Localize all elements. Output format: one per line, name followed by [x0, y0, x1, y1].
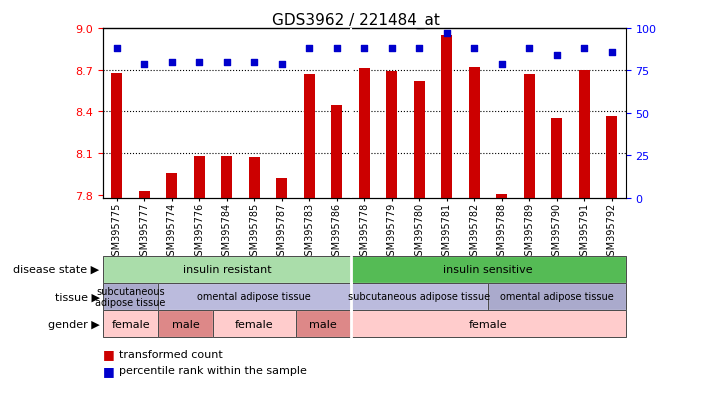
Point [304, 46, 315, 52]
Point [166, 59, 178, 66]
Point [551, 53, 562, 59]
Bar [386, 72, 397, 198]
Text: transformed count: transformed count [119, 349, 223, 359]
Text: omental adipose tissue: omental adipose tissue [500, 292, 614, 302]
Bar [221, 157, 232, 198]
Point [606, 49, 618, 56]
Text: subcutaneous adipose tissue: subcutaneous adipose tissue [348, 292, 491, 302]
Text: female: female [235, 319, 274, 329]
Bar [359, 69, 370, 198]
Point [139, 61, 150, 68]
Text: omental adipose tissue: omental adipose tissue [198, 292, 311, 302]
Point [276, 61, 287, 68]
Text: tissue ▶: tissue ▶ [55, 292, 100, 302]
Bar [194, 157, 205, 198]
Bar [414, 82, 425, 198]
Bar [331, 105, 343, 198]
Bar [442, 36, 452, 198]
Bar [277, 179, 287, 198]
Text: ■: ■ [103, 364, 115, 377]
Point [442, 31, 453, 37]
Bar [524, 75, 535, 198]
Point [111, 46, 122, 52]
Text: male: male [309, 319, 337, 329]
Text: GDS3962 / 221484_at: GDS3962 / 221484_at [272, 12, 439, 28]
Text: female: female [469, 319, 508, 329]
Point [221, 59, 232, 66]
Text: gender ▶: gender ▶ [48, 319, 100, 329]
Bar [166, 173, 177, 198]
Bar [304, 75, 315, 198]
Point [193, 59, 205, 66]
Point [524, 46, 535, 52]
Text: insulin sensitive: insulin sensitive [444, 264, 533, 275]
Text: male: male [172, 319, 200, 329]
Bar [552, 119, 562, 198]
Point [579, 46, 590, 52]
Point [358, 46, 370, 52]
Text: subcutaneous
adipose tissue: subcutaneous adipose tissue [95, 286, 166, 308]
Bar [249, 158, 260, 198]
Bar [496, 194, 508, 198]
Bar [606, 116, 617, 198]
Point [496, 61, 508, 68]
Point [386, 46, 397, 52]
Text: female: female [112, 319, 150, 329]
Text: disease state ▶: disease state ▶ [14, 264, 100, 275]
Text: ■: ■ [103, 347, 115, 361]
Text: percentile rank within the sample: percentile rank within the sample [119, 366, 306, 375]
Point [414, 46, 425, 52]
Bar [469, 68, 480, 198]
Text: insulin resistant: insulin resistant [183, 264, 271, 275]
Point [249, 59, 260, 66]
Bar [139, 191, 150, 198]
Point [331, 46, 343, 52]
Bar [579, 71, 590, 198]
Point [469, 46, 480, 52]
Bar [112, 74, 122, 198]
